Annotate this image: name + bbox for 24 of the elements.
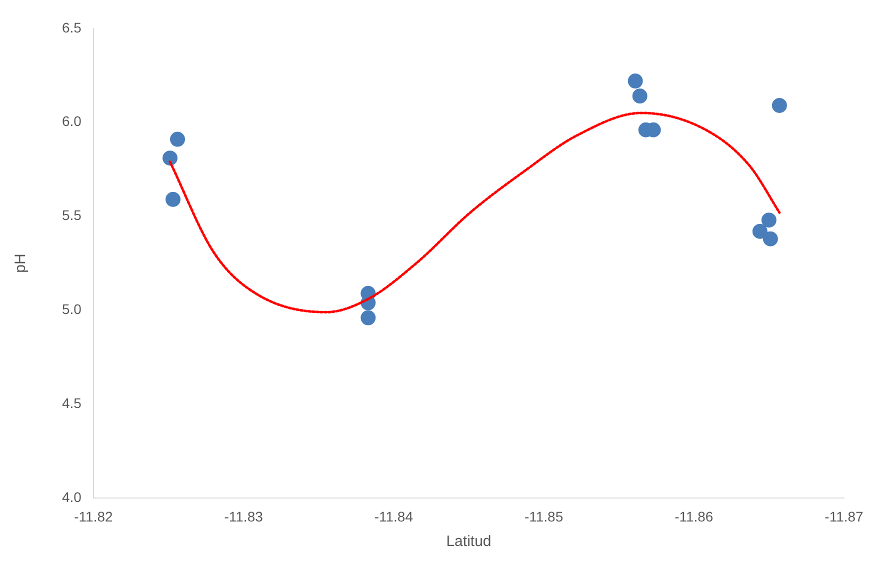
x-tick-label: -11.82	[74, 508, 113, 524]
x-tick-label: -11.85	[524, 508, 564, 524]
point	[762, 231, 778, 246]
point	[166, 192, 181, 207]
x-tick-label: -11.87	[824, 508, 864, 524]
point	[761, 212, 776, 228]
y-axis-title: pH	[12, 254, 30, 273]
x-tick-label: -11.86	[674, 508, 714, 524]
point	[162, 150, 178, 166]
point	[772, 98, 787, 113]
point	[632, 88, 648, 104]
x-axis-title: Latitud	[446, 533, 492, 550]
y-tick-label: 4.0	[62, 489, 82, 506]
y-tick-label: 6.0	[62, 113, 82, 130]
point	[170, 132, 186, 147]
y-tick-label: 4.5	[62, 395, 82, 412]
y-tick-label: 6.5	[62, 19, 82, 36]
x-tick-label: -11.83	[224, 508, 264, 524]
point	[628, 74, 643, 89]
x-tick-label: -11.84	[374, 508, 414, 524]
y-tick-label: 5.5	[62, 207, 82, 224]
y-tick-label: 5.0	[62, 301, 82, 318]
point	[360, 310, 376, 326]
point	[752, 224, 768, 239]
